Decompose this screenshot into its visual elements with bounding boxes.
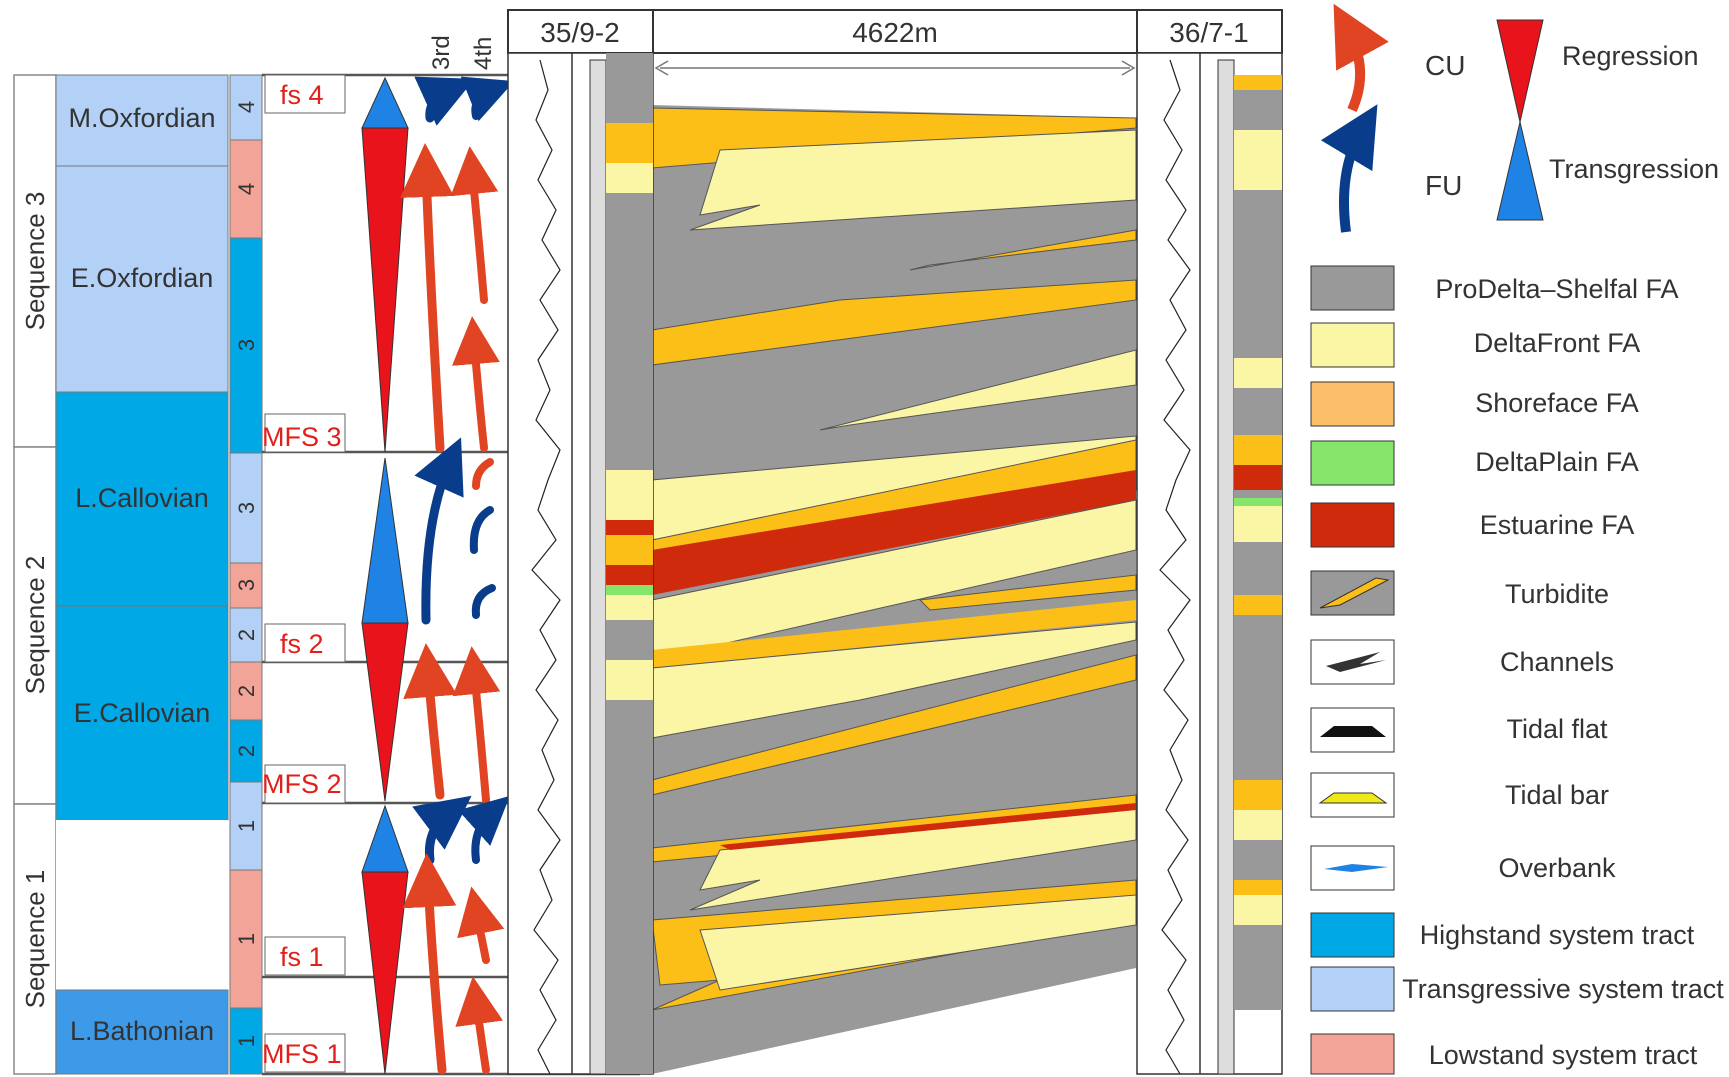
correlation-panel [651, 105, 1137, 1074]
legend-turbidite: Turbidite [1505, 579, 1609, 609]
tract-num-2: 4 [234, 183, 259, 195]
tract-num-4: 3 [234, 502, 259, 514]
gamma-ray-log-left [531, 59, 561, 1075]
legend-tidal-flat: Tidal flat [1506, 714, 1608, 744]
tract-num-9: 1 [234, 820, 259, 832]
well-log-36-7-1 [1136, 52, 1283, 1075]
legend-deltaplain: DeltaPlain FA [1475, 447, 1639, 477]
trend-triangles [361, 76, 409, 1075]
surface-mfs1: MFS 1 [262, 1039, 342, 1069]
legend-overbank: Overbank [1498, 853, 1616, 883]
surface-fs4: fs 4 [280, 80, 324, 110]
fourth-order-arrows [450, 76, 515, 1074]
surface-fs2: fs 2 [280, 629, 324, 659]
legend-tst: Transgressive system tract [1402, 974, 1724, 1004]
surface-boxes: fs 4 MFS 3 fs 2 MFS 2 fs 1 MFS 1 [262, 74, 346, 1073]
legend-fu: FU [1425, 170, 1462, 201]
surface-mfs3: MFS 3 [262, 422, 342, 452]
legend-lst: Lowstand system tract [1429, 1040, 1698, 1070]
cycle-header-4th: 4th [470, 37, 497, 70]
gamma-ray-log-right [1159, 59, 1191, 1075]
legend-channels: Channels [1500, 647, 1614, 677]
surface-mfs2: MFS 2 [262, 769, 342, 799]
third-order-arrows [399, 76, 475, 1075]
tract-num-5: 3 [234, 579, 259, 591]
sequence-2-label: Sequence 2 [20, 556, 50, 695]
stage-l-callovian: L.Callovian [75, 483, 209, 513]
tract-column: 4 4 3 3 3 2 2 2 1 1 1 [229, 74, 263, 1075]
transgression-icon [1496, 121, 1544, 221]
cu-arrow-icon [1333, 3, 1389, 113]
legend: CU FU Regression Transgression ProDelta–… [1310, 3, 1724, 1075]
well-36-7-1: 36/7-1 [1169, 17, 1248, 48]
sequence-column: Sequence 3 Sequence 2 Sequence 1 [13, 74, 57, 1075]
tract-num-1: 4 [234, 101, 259, 113]
tract-num-7: 2 [234, 685, 259, 697]
tract-num-10: 1 [234, 933, 259, 945]
legend-regression: Regression [1562, 41, 1699, 71]
well-log-35-9-2 [507, 52, 654, 1075]
well-35-9-2: 35/9-2 [540, 17, 619, 48]
fu-arrow-icon [1320, 104, 1378, 233]
stage-e-oxfordian: E.Oxfordian [71, 263, 214, 293]
tract-num-6: 2 [234, 629, 259, 641]
tract-num-3: 3 [234, 339, 259, 351]
legend-hst: Highstand system tract [1420, 920, 1695, 950]
regression-icon [1496, 19, 1544, 123]
legend-deltafront: DeltaFront FA [1474, 328, 1641, 358]
surface-fs1: fs 1 [280, 942, 324, 972]
legend-shoreface: Shoreface FA [1475, 388, 1639, 418]
stage-e-callovian: E.Callovian [74, 698, 211, 728]
stage-m-oxfordian: M.Oxfordian [68, 103, 215, 133]
cycle-header-3rd: 3rd [428, 35, 455, 70]
distance-label: 4622m [852, 17, 938, 48]
tract-num-8: 2 [234, 745, 259, 757]
stage-l-bathonian: L.Bathonian [70, 1016, 214, 1046]
tract-num-11: 1 [234, 1035, 259, 1047]
well-headers: 35/9-2 4622m 36/7-1 [507, 9, 1283, 76]
sequence-3-label: Sequence 3 [20, 192, 50, 331]
legend-cu: CU [1425, 50, 1465, 81]
stage-column: M.Oxfordian E.Oxfordian L.Callovian E.Ca… [55, 74, 229, 1075]
legend-tidal-bar: Tidal bar [1505, 780, 1609, 810]
legend-transgression: Transgression [1549, 154, 1719, 184]
legend-prodelta: ProDelta–Shelfal FA [1435, 274, 1678, 304]
legend-estuarine: Estuarine FA [1480, 510, 1635, 540]
sequence-1-label: Sequence 1 [20, 870, 50, 1009]
